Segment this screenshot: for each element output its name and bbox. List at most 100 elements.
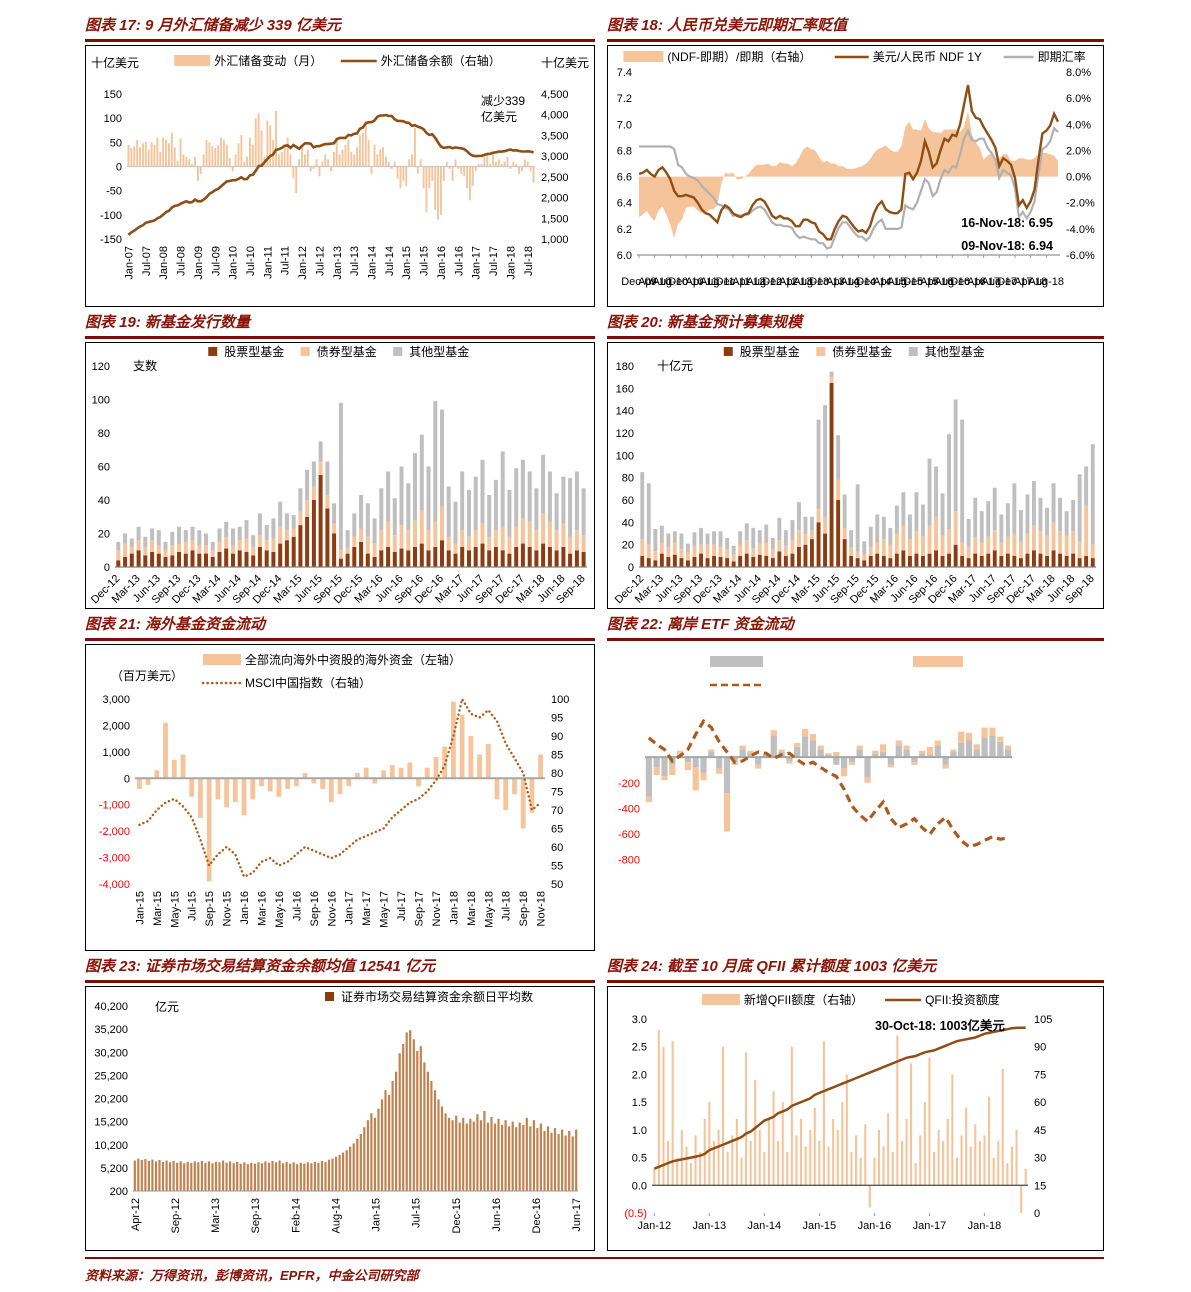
svg-text:Jul-16: Jul-16 [291, 891, 303, 921]
svg-text:1.0: 1.0 [632, 1125, 647, 1137]
svg-text:债券型基金: 债券型基金 [832, 344, 892, 359]
svg-text:Aug-13: Aug-13 [794, 276, 829, 288]
svg-text:-100: -100 [100, 210, 122, 222]
svg-text:Jul-11: Jul-11 [280, 246, 292, 275]
svg-text:180: 180 [616, 361, 634, 373]
svg-text:200: 200 [110, 1186, 128, 1198]
svg-text:2.0: 2.0 [632, 1069, 647, 1081]
svg-text:Aug-17: Aug-17 [982, 276, 1017, 288]
svg-text:Jul-07: Jul-07 [141, 246, 153, 276]
svg-text:Jan-16: Jan-16 [858, 1220, 892, 1232]
svg-text:6.8: 6.8 [617, 145, 632, 157]
svg-text:-6.0%: -6.0% [1066, 250, 1095, 262]
svg-text:80: 80 [551, 768, 563, 780]
svg-text:Nov-17: Nov-17 [431, 891, 443, 926]
svg-text:减少339: 减少339 [481, 94, 525, 108]
svg-text:6.0%: 6.0% [1066, 93, 1091, 105]
svg-text:-3,000: -3,000 [99, 853, 130, 865]
svg-text:Jul-15: Jul-15 [187, 891, 199, 921]
svg-text:Sep-13: Sep-13 [250, 1198, 262, 1233]
svg-text:(NDF-即期）/即期（右轴）: (NDF-即期）/即期（右轴） [667, 49, 811, 64]
svg-text:Dec-16: Dec-16 [950, 276, 985, 288]
chart-20-canvas: 180 160 140 120 100 80 60 40 20 0 Dec-12 Mar-13 Jun-… [607, 342, 1104, 609]
svg-text:7.4: 7.4 [617, 67, 632, 79]
chart-block-18: 图表 18: 人民币兑美元即期汇率贬值 7.4 7.2 7.0 6.8 6.6 6.4 6.… [607, 16, 1104, 307]
svg-text:-2,000: -2,000 [99, 826, 130, 838]
chart-23-title: 图表 23: 证券市场交易结算资金余额均值 12541 亿元 [85, 957, 595, 983]
svg-text:Jan-15: Jan-15 [803, 1220, 837, 1232]
svg-text:1,500: 1,500 [541, 213, 569, 225]
svg-text:Mar-17: Mar-17 [361, 891, 373, 926]
svg-text:8.0%: 8.0% [1066, 67, 1091, 79]
svg-text:-400: -400 [618, 803, 640, 815]
svg-text:Dec-14: Dec-14 [856, 276, 891, 288]
svg-text:Jan-12: Jan-12 [297, 246, 309, 280]
svg-text:十亿美元: 十亿美元 [91, 55, 139, 70]
svg-text:Jan-17: Jan-17 [344, 891, 356, 925]
svg-text:Apr-12: Apr-12 [732, 276, 765, 288]
svg-text:100: 100 [551, 694, 569, 706]
svg-text:60: 60 [622, 495, 634, 507]
svg-text:2,000: 2,000 [102, 720, 130, 732]
svg-text:2,500: 2,500 [541, 172, 569, 184]
svg-text:May-16: May-16 [274, 891, 286, 928]
chart-20-title: 图表 20: 新基金预计募集规模 [607, 313, 1104, 339]
svg-text:Aug-15: Aug-15 [888, 276, 923, 288]
svg-text:50: 50 [551, 879, 563, 891]
chart-17-canvas: 150 100 50 0 -50 -100 -150 4,500 4,000 3,500 3,000… [85, 45, 595, 307]
svg-text:Apr-13: Apr-13 [779, 276, 812, 288]
svg-text:Dec-09: Dec-09 [621, 276, 656, 288]
svg-text:-50: -50 [106, 186, 122, 198]
svg-text:股票型基金: 股票型基金 [740, 344, 800, 359]
svg-text:4.0%: 4.0% [1066, 119, 1091, 131]
svg-text:15,200: 15,200 [94, 1117, 128, 1129]
svg-text:Jan-14: Jan-14 [748, 1220, 782, 1232]
svg-text:-600: -600 [618, 829, 640, 841]
svg-text:120: 120 [92, 361, 110, 373]
svg-text:Jul-08: Jul-08 [176, 246, 188, 276]
svg-text:Dec-10: Dec-10 [668, 276, 703, 288]
svg-text:0: 0 [1034, 1208, 1040, 1220]
svg-text:40: 40 [98, 495, 110, 507]
chart-21-canvas: 3,000 2,000 1,000 0 -1,000 -2,000 -3,000 -4,000… [85, 644, 595, 951]
chart-19-title: 图表 19: 新基金发行数量 [85, 313, 595, 339]
svg-text:Apr-17: Apr-17 [967, 276, 1000, 288]
svg-text:Jul-15: Jul-15 [411, 1198, 423, 1228]
svg-text:25,200: 25,200 [94, 1070, 128, 1082]
svg-text:Nov-18: Nov-18 [536, 891, 548, 926]
svg-text:40: 40 [622, 517, 634, 529]
svg-text:0: 0 [124, 773, 130, 785]
svg-text:5,200: 5,200 [100, 1163, 128, 1175]
svg-text:十亿元: 十亿元 [657, 358, 693, 373]
svg-text:Dec-16: Dec-16 [531, 1198, 543, 1233]
svg-text:Jul-12: Jul-12 [314, 246, 326, 276]
svg-text:May-17: May-17 [379, 891, 391, 928]
svg-text:Feb-14: Feb-14 [290, 1198, 302, 1233]
svg-text:10,200: 10,200 [94, 1140, 128, 1152]
svg-text:Sep-18: Sep-18 [518, 891, 530, 926]
svg-text:Sep-15: Sep-15 [204, 891, 216, 926]
svg-text:Mar-13: Mar-13 [210, 1198, 222, 1233]
svg-text:Jan-17: Jan-17 [913, 1220, 947, 1232]
svg-text:3,000: 3,000 [102, 694, 130, 706]
svg-text:Dec-13: Dec-13 [809, 276, 844, 288]
svg-text:Dec-15: Dec-15 [903, 276, 938, 288]
svg-text:Jul-17: Jul-17 [396, 891, 408, 921]
svg-text:Jul-18: Jul-18 [501, 891, 513, 921]
svg-text:亿美元: 亿美元 [481, 109, 517, 124]
svg-text:0: 0 [104, 562, 110, 574]
svg-text:Jul-13: Jul-13 [349, 246, 361, 276]
svg-text:1,000: 1,000 [102, 747, 130, 759]
svg-text:09-Nov-18: 6.94: 09-Nov-18: 6.94 [961, 239, 1053, 253]
svg-text:Jul-10: Jul-10 [245, 246, 257, 276]
svg-text:May-15: May-15 [169, 891, 181, 928]
chart-23-canvas: 40,200 35,200 30,200 25,200 20,200 15,200 10,2… [85, 986, 595, 1251]
svg-text:Dec-12: Dec-12 [762, 276, 797, 288]
svg-text:16-Nov-18: 6.95: 16-Nov-18: 6.95 [961, 216, 1053, 230]
svg-text:Sep-17: Sep-17 [414, 891, 426, 926]
svg-text:0.0%: 0.0% [1066, 172, 1091, 184]
svg-text:3.0: 3.0 [632, 1014, 647, 1026]
svg-text:0.5: 0.5 [632, 1153, 647, 1165]
svg-text:4,500: 4,500 [541, 89, 569, 101]
svg-text:3,000: 3,000 [541, 151, 569, 163]
